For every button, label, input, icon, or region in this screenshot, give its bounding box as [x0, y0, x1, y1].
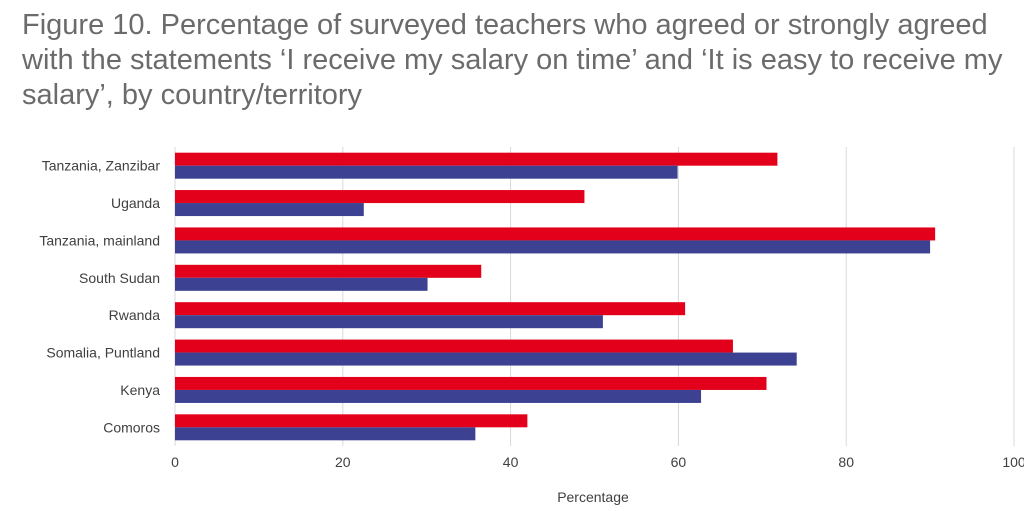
- category-label-somalia-puntland: Somalia, Puntland: [46, 345, 160, 361]
- bar-somalia-puntland-series-1: [175, 339, 733, 353]
- x-axis-title: Percentage: [557, 489, 629, 505]
- bar-rwanda-series-2: [175, 315, 603, 329]
- bar-uganda-series-1: [175, 190, 585, 204]
- category-label-uganda: Uganda: [111, 195, 160, 211]
- bar-tanzania-mainland-series-2: [175, 240, 931, 254]
- chart-title: Figure 10. Percentage of surveyed teache…: [22, 9, 1003, 111]
- x-tick-label-0: 0: [171, 454, 179, 470]
- category-label-kenya: Kenya: [120, 382, 160, 398]
- x-tick-label-80: 80: [838, 454, 854, 470]
- bar-tanzania-zanzibar-series-2: [175, 165, 678, 179]
- x-tick-label-40: 40: [503, 454, 519, 470]
- bar-south-sudan-series-1: [175, 264, 482, 278]
- x-axis-ticks: 0 20 40 60 80 100: [171, 454, 1024, 470]
- bar-rwanda-series-1: [175, 302, 686, 316]
- bar-south-sudan-series-2: [175, 277, 428, 291]
- x-tick-label-20: 20: [335, 454, 351, 470]
- category-label-tanzania-zanzibar: Tanzania, Zanzibar: [42, 158, 161, 174]
- bar-tanzania-mainland-series-1: [175, 227, 936, 241]
- category-label-rwanda: Rwanda: [109, 307, 161, 323]
- bar-comoros-series-2: [175, 427, 476, 441]
- x-tick-label-60: 60: [671, 454, 687, 470]
- x-tick-label-100: 100: [1002, 454, 1024, 470]
- bar-somalia-puntland-series-2: [175, 352, 797, 366]
- bar-tanzania-zanzibar-series-1: [175, 152, 778, 166]
- bar-kenya-series-1: [175, 376, 767, 390]
- category-label-south-sudan: South Sudan: [79, 270, 160, 286]
- bar-uganda-series-2: [175, 203, 364, 217]
- bars: [175, 152, 936, 441]
- bar-comoros-series-1: [175, 414, 528, 428]
- category-label-comoros: Comoros: [103, 419, 160, 435]
- y-axis-categories: Tanzania, Zanzibar Uganda Tanzania, mainla…: [39, 158, 160, 436]
- bar-kenya-series-2: [175, 389, 702, 403]
- category-label-tanzania-mainland: Tanzania, mainland: [39, 232, 160, 248]
